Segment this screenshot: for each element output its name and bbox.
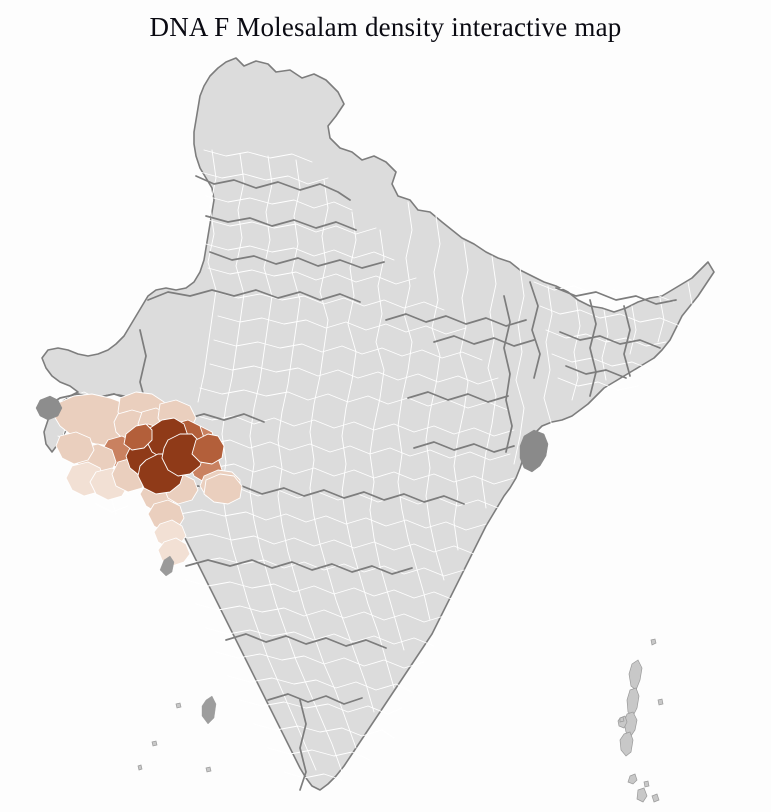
dark-patch-group (35, 395, 549, 725)
dark-patch-konkan-coast (159, 555, 175, 577)
lakshadweep-islet-3 (205, 766, 212, 773)
lakshadweep-islet-2 (175, 702, 182, 709)
page-title: DNA F Molesalam density interactive map (149, 12, 622, 42)
andaman-north-island (628, 659, 643, 691)
andaman-islet-2 (657, 698, 664, 706)
district-jalgaon[interactable] (203, 473, 243, 505)
nicobar-islet-3 (636, 787, 648, 803)
andaman-middle-island (626, 687, 640, 717)
dark-patch-sundarbans (519, 429, 549, 473)
nicobar-islet-4 (643, 780, 650, 788)
lakshadweep-islet-1 (151, 740, 158, 747)
lakshadweep-islet-4 (137, 764, 143, 771)
nicobar-island-1 (619, 731, 634, 757)
choropleth-districts-group[interactable] (53, 391, 243, 567)
dark-patch-kutch-coast (35, 395, 63, 421)
district-jamnagar[interactable] (55, 431, 95, 465)
base-landmass-group (41, 57, 715, 791)
andaman-islet-1 (650, 638, 657, 646)
district-ahmedabad-north-spur[interactable] (123, 423, 153, 451)
nicobar-islet-5 (651, 793, 660, 803)
nicobar-islet-2 (627, 773, 638, 785)
india-landmass (41, 57, 715, 791)
islands-group (137, 638, 664, 803)
district-dahod-east-patch[interactable] (191, 433, 225, 465)
andaman-islet-3 (619, 716, 625, 723)
district-vadodara[interactable] (161, 433, 205, 477)
dark-patch-kerala-coast (201, 695, 217, 725)
